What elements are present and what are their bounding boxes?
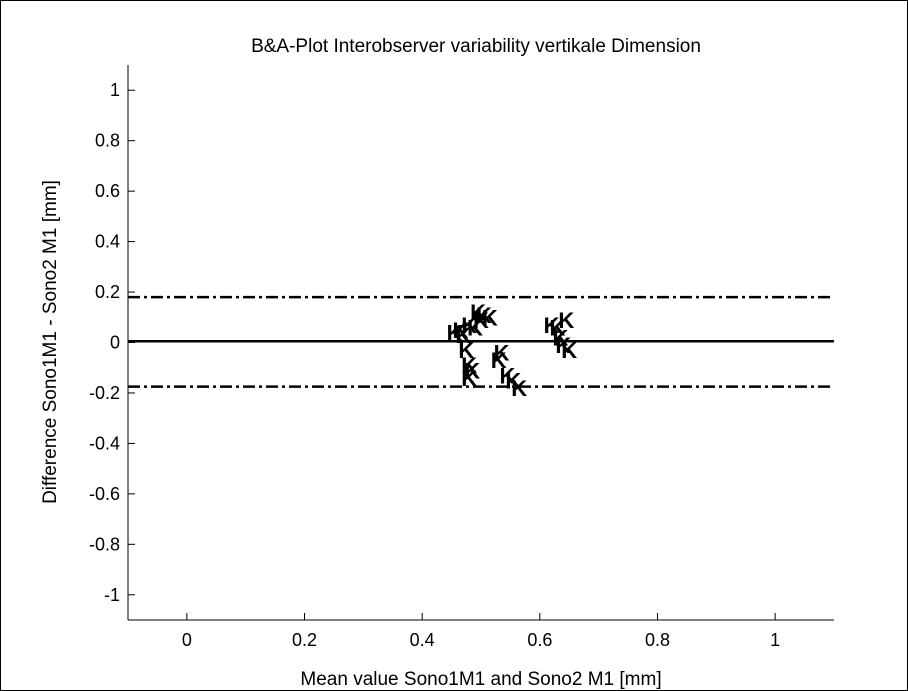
data-point: K [482, 305, 498, 330]
x-axis-label: Mean value Sono1M1 and Sono2 M1 [mm] [300, 669, 661, 690]
data-point: K [458, 338, 474, 363]
y-tick-label: -0.6 [89, 484, 120, 504]
data-point: K [470, 300, 486, 325]
x-tick-label: 0.8 [645, 630, 670, 650]
y-tick-label: -0.8 [89, 534, 120, 554]
x-tick-label: 0.2 [292, 630, 317, 650]
data-point: K [476, 303, 492, 328]
data-point: K [447, 320, 463, 345]
y-tick-label: 1 [110, 80, 120, 100]
data-point: K [452, 318, 468, 343]
data-point: K [500, 363, 516, 388]
data-point: K [511, 376, 527, 401]
data-point: K [467, 315, 483, 340]
data-point: K [561, 338, 577, 363]
reference-lines [128, 295, 834, 388]
data-point: K [558, 308, 574, 333]
y-tick-label: -0.2 [89, 383, 120, 403]
y-tick-label: 0.6 [95, 181, 120, 201]
data-point: K [555, 333, 571, 358]
data-point: K [461, 366, 477, 391]
y-tick-label: 0.8 [95, 131, 120, 151]
data-point: K [461, 353, 477, 378]
y-tick-label: -0.4 [89, 433, 120, 453]
data-point: K [473, 308, 489, 333]
x-tick-label: 1 [770, 630, 780, 650]
y-tick-label: 0 [110, 333, 120, 353]
data-point: K [552, 325, 568, 350]
data-point: K [494, 341, 510, 366]
y-tick-label: 0.4 [95, 232, 120, 252]
x-tick-label: 0.4 [410, 630, 435, 650]
data-point: K [550, 315, 566, 340]
data-point: K [461, 313, 477, 338]
data-point: K [505, 368, 521, 393]
y-tick-label: 0.2 [95, 282, 120, 302]
y-tick-label: -1 [104, 585, 120, 605]
x-tick-label: 0.6 [527, 630, 552, 650]
y-axis-label: Difference Sono1M1 - Sono2 M1 [mm] [40, 180, 61, 504]
chart-title: B&A-Plot Interobserver variability verti… [251, 36, 701, 57]
data-point: K [491, 348, 507, 373]
data-point: K [464, 358, 480, 383]
data-point: K [455, 323, 471, 348]
axes: 0 0.2 0.4 0.6 0.8 1 -1 -0.8 -0.6 -0.4 -0.2 0 0.2 0.4 0… [89, 65, 834, 650]
data-point: K [544, 313, 560, 338]
x-tick-label: 0 [182, 630, 192, 650]
